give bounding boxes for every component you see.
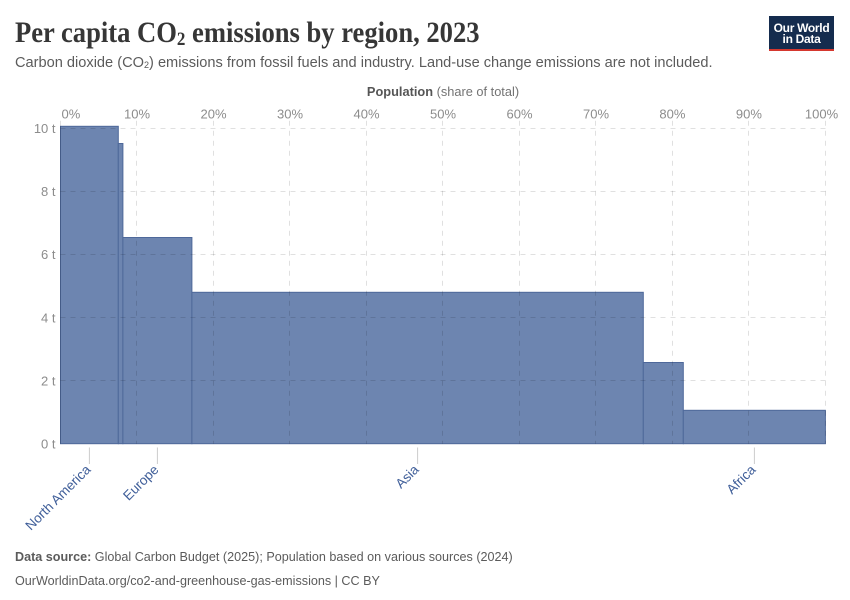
svg-text:Europe: Europe (120, 462, 161, 503)
svg-text:70%: 70% (583, 106, 609, 121)
svg-text:30%: 30% (277, 106, 303, 121)
svg-text:Asia: Asia (393, 462, 423, 492)
svg-text:40%: 40% (353, 106, 379, 121)
svg-text:8 t: 8 t (41, 184, 56, 199)
svg-text:10 t: 10 t (34, 121, 56, 136)
svg-text:0%: 0% (62, 106, 81, 121)
svg-text:Population (share of total): Population (share of total) (367, 84, 519, 99)
svg-text:North America: North America (22, 462, 93, 533)
svg-text:60%: 60% (506, 106, 532, 121)
svg-text:Africa: Africa (724, 462, 759, 497)
svg-text:80%: 80% (659, 106, 685, 121)
svg-text:10%: 10% (124, 106, 150, 121)
svg-text:20%: 20% (200, 106, 226, 121)
svg-text:50%: 50% (430, 106, 456, 121)
svg-text:2 t: 2 t (41, 373, 56, 388)
svg-text:90%: 90% (736, 106, 762, 121)
svg-text:4 t: 4 t (41, 310, 56, 325)
svg-text:0 t: 0 t (41, 437, 56, 452)
svg-text:6 t: 6 t (41, 247, 56, 262)
svg-text:100%: 100% (805, 106, 839, 121)
